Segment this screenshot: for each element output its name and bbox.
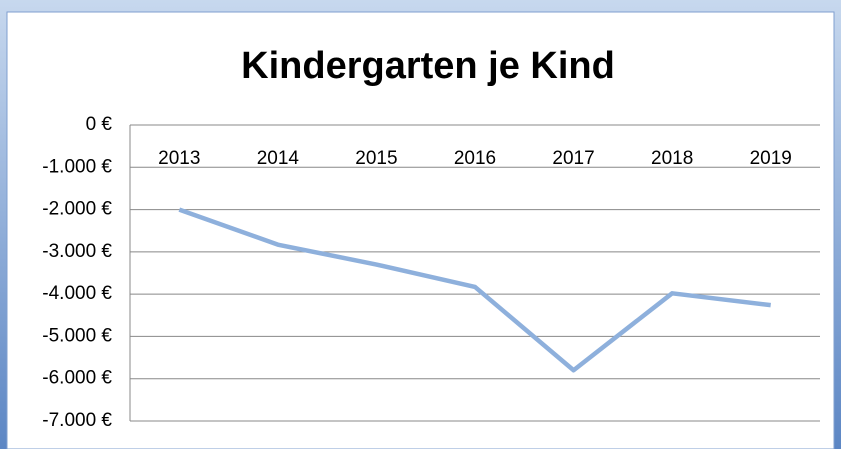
x-tick-label: 2018 [651,148,693,169]
y-tick-label: -2.000 € [42,199,112,220]
y-tick-label: -5.000 € [42,325,112,346]
y-tick-label: -1.000 € [42,156,112,177]
x-tick-label: 2014 [257,148,300,169]
y-tick-label: -7.000 € [42,410,112,431]
x-tick-label: 2013 [158,148,200,169]
y-tick-label: -4.000 € [42,283,112,304]
x-tick-label: 2016 [454,148,496,169]
y-tick-label: 0 € [86,114,113,135]
data-line [178,207,771,373]
y-tick-label: -3.000 € [42,241,112,262]
chart-title: Kindergarten je Kind [241,45,615,87]
y-tick-label: -6.000 € [42,368,112,389]
chart-area [6,11,835,449]
x-tick-label: 2015 [355,148,397,169]
x-tick-label: 2017 [552,148,594,169]
x-tick-label: 2019 [750,148,792,169]
